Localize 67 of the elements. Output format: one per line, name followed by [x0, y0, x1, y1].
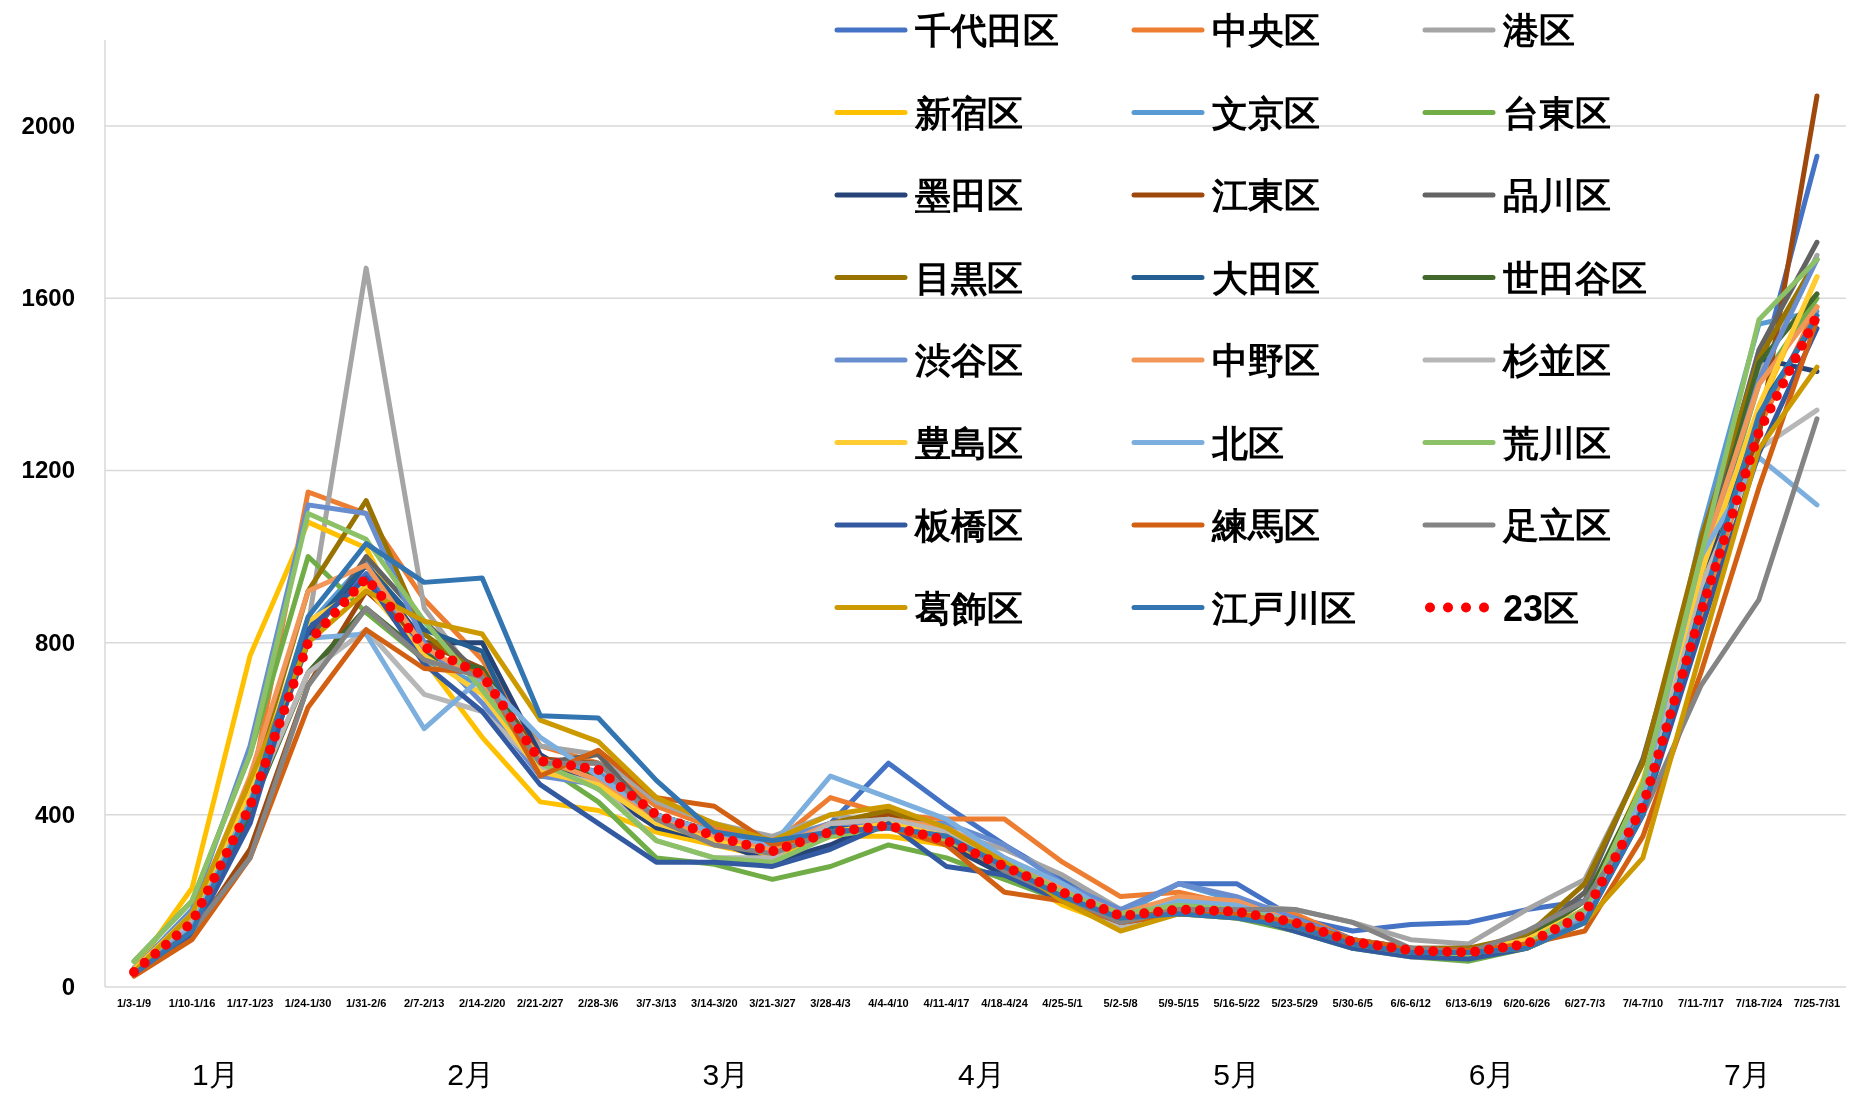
x-tick-label: 5/9-5/15: [1158, 997, 1199, 1009]
legend-label: 江戸川区: [1211, 587, 1356, 629]
x-tick-label: 1/10-1/16: [168, 997, 216, 1009]
x-tick-label: 1/31-2/6: [345, 997, 387, 1009]
x-tick-label: 2/14-2/20: [458, 997, 506, 1009]
legend-label: 文京区: [1212, 92, 1320, 134]
text: 1月: [191, 1058, 239, 1091]
x-tick-label: 2/21-2/27: [517, 997, 564, 1009]
x-tick-label: 7/11-7/17: [1677, 997, 1724, 1009]
y-tick-label: 1200: [21, 456, 75, 484]
x-tick-label: 6/27-7/3: [1564, 997, 1606, 1009]
x-tick-label: 6/6-6/12: [1390, 997, 1431, 1009]
legend-label: 中野区: [1212, 340, 1320, 381]
legend-label: 杉並区: [1501, 340, 1611, 381]
legend-label: 新宿区: [914, 92, 1023, 134]
legend-label: 墨田区: [914, 175, 1023, 216]
x-tick-label: 4/4-4/10: [868, 997, 909, 1009]
legend-label: 江東区: [1211, 175, 1320, 216]
text: 3月: [702, 1058, 750, 1091]
legend-label: 台東区: [1503, 92, 1611, 134]
x-tick-label: 4/25-5/1: [1042, 997, 1083, 1009]
legend-label: 渋谷区: [914, 340, 1023, 381]
legend-label: 北区: [1211, 422, 1284, 464]
x-tick-label: 5/30-6/5: [1332, 997, 1373, 1009]
text: 6月: [1468, 1058, 1516, 1091]
y-tick-label: 1600: [21, 284, 75, 312]
y-tick-label: 0: [61, 973, 75, 1000]
legend-label: 千代田区: [915, 10, 1059, 51]
x-tick-label: 4/11-4/17: [923, 997, 970, 1009]
x-tick-label: 6/20-6/26: [1503, 997, 1551, 1009]
legend-label: 品川区: [1503, 175, 1611, 216]
legend-label: 23区: [1503, 587, 1580, 629]
x-tick-label: 5/16-5/22: [1213, 997, 1260, 1009]
y-tick-label: 2000: [21, 112, 75, 140]
x-tick-label: 2/7-2/13: [404, 997, 445, 1009]
legend-label: 大田区: [1212, 257, 1320, 299]
x-tick-label: 1/3-1/9: [116, 997, 152, 1009]
text: 5月: [1213, 1058, 1260, 1091]
x-tick-label: 1/17-1/23: [226, 997, 274, 1009]
text: 2月: [447, 1058, 494, 1091]
x-tick-label: 4/18-4/24: [981, 997, 1029, 1009]
x-tick-label: 3/14-3/20: [691, 997, 738, 1009]
x-tick-label: 3/21-3/27: [749, 997, 796, 1009]
legend-label: 練馬区: [1211, 505, 1320, 546]
text: 7月: [1724, 1058, 1771, 1091]
legend-label: 足立区: [1502, 505, 1611, 546]
x-tick-label: 2/28-3/6: [578, 997, 619, 1009]
legend-label: 豊島区: [915, 422, 1023, 464]
x-tick-label: 6/13-6/19: [1445, 997, 1493, 1009]
legend-label: 葛飾区: [915, 587, 1023, 629]
x-tick-label: 3/28-4/3: [810, 997, 851, 1009]
legend-label: 板橋区: [913, 505, 1023, 546]
text: 4月: [957, 1058, 1005, 1091]
x-tick-label: 7/18-7/24: [1735, 997, 1784, 1009]
legend-label: 目黒区: [915, 257, 1023, 299]
x-tick-label: 7/25-7/31: [1793, 997, 1841, 1009]
x-tick-label: 1/24-1/30: [284, 997, 332, 1009]
y-tick-label: 800: [34, 628, 75, 656]
legend-label: 港区: [1502, 10, 1575, 51]
legend-label: 荒川区: [1502, 422, 1611, 464]
legend-label: 世田谷区: [1503, 257, 1647, 299]
x-tick-label: 5/2-5/8: [1103, 997, 1138, 1009]
y-tick-label: 400: [34, 800, 75, 828]
x-tick-label: 7/4-7/10: [1622, 997, 1664, 1009]
legend-label: 中央区: [1212, 10, 1320, 51]
x-tick-label: 5/23-5/29: [1271, 997, 1318, 1009]
x-tick-label: 3/7-3/13: [636, 997, 677, 1009]
